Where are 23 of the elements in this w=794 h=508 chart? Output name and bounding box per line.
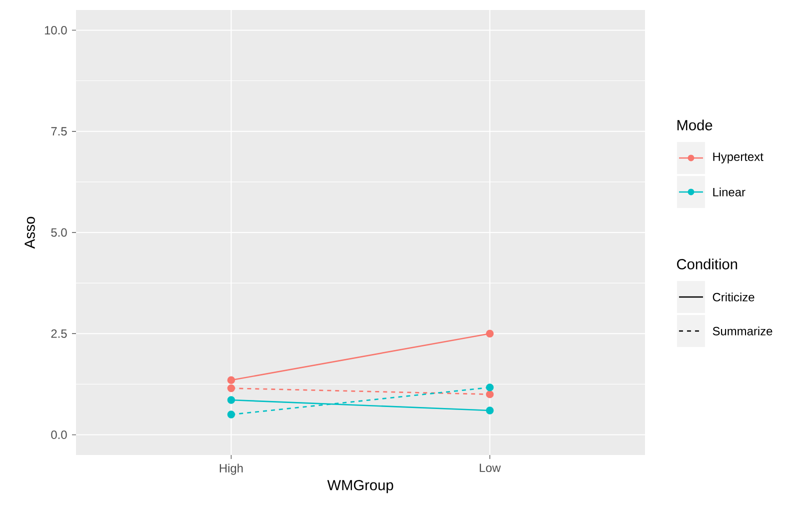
x-axis-title: WMGroup [327, 480, 394, 494]
y-tick-label: 2.5 [51, 329, 67, 338]
legend-label: Criticize [712, 292, 754, 302]
point [227, 384, 236, 392]
y-tick-label: 7.5 [51, 127, 67, 136]
y-tick-label: 5.0 [51, 228, 67, 237]
legend-label: Summarize [712, 326, 772, 336]
point [227, 396, 236, 404]
point [486, 390, 494, 398]
text: Condition [677, 258, 738, 270]
text: Mode [677, 120, 712, 130]
point [486, 406, 494, 414]
y-axis-title: Asso [24, 216, 35, 249]
point [227, 410, 236, 418]
y-tick-label: 0.0 [51, 430, 67, 440]
y-tick-label: 10.0 [44, 26, 67, 34]
point [227, 376, 236, 384]
legend-label: Linear [713, 188, 746, 196]
x-tick-label: Low [480, 464, 501, 472]
point [486, 384, 494, 392]
point [486, 330, 494, 338]
x-tick-label: High [220, 464, 243, 475]
legend-label: Hypertext [713, 152, 764, 164]
